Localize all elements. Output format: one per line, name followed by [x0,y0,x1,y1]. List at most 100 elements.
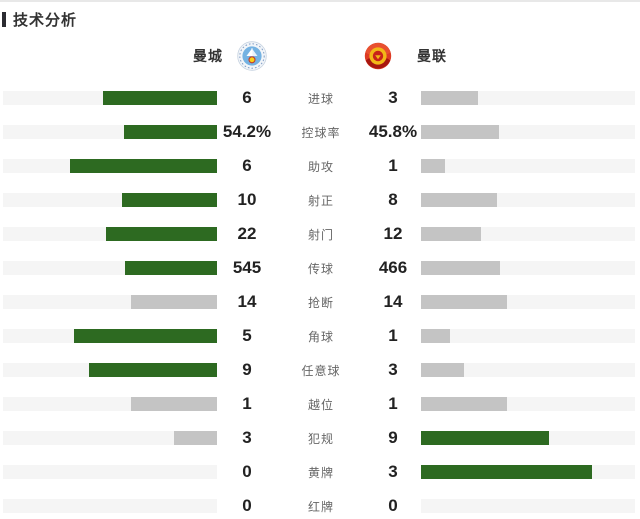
stat-label: 红牌 [307,499,334,514]
stat-row: 22 射门 12 [3,217,635,251]
home-bar-fill [124,125,217,139]
home-bar-track [3,227,217,241]
away-bar-track [421,397,635,411]
away-value: 9 [388,428,398,447]
away-bar-fill [421,193,498,207]
home-bar-fill [131,397,217,411]
stat-row: 5 角球 1 [3,319,635,353]
away-bar-fill [421,363,464,377]
stat-label: 角球 [307,329,334,344]
away-bar-track [421,261,635,275]
home-value: 22 [237,224,257,243]
home-bar-track [3,261,217,275]
stat-row: 6 进球 3 [3,81,635,115]
stat-row: 0 黄牌 3 [3,455,635,489]
home-bar-track [3,499,217,513]
home-bar-track [3,329,217,343]
home-value: 5 [242,326,252,345]
away-bar-fill [421,431,550,445]
away-bar-track [421,159,635,173]
stat-row: 545 传球 466 [3,251,635,285]
away-value: 1 [388,394,398,413]
home-bar-track [3,193,217,207]
home-bar-fill [70,159,217,173]
away-bar-track [421,193,635,207]
home-value: 1 [242,394,252,413]
section-title-marker [2,11,6,27]
stat-row: 3 犯规 9 [3,421,635,455]
away-bar-track [421,363,635,377]
home-bar-track [3,363,217,377]
away-bar-fill [421,261,500,275]
stat-label: 射门 [307,227,334,242]
home-bar-track [3,397,217,411]
stat-row: 1 越位 1 [3,387,635,421]
stats-list: 6 进球 3 54.2% 控球率 45.8% 6 助攻 1 10 射正 [0,81,640,519]
stat-label: 助攻 [307,159,334,174]
away-value: 1 [388,156,398,175]
away-bar-track [421,91,635,105]
section-title: 技术分析 [13,11,78,29]
stat-row: 6 助攻 1 [3,149,635,183]
away-value: 45.8% [368,122,418,141]
away-bar-fill [421,159,446,173]
away-bar-fill [421,91,479,105]
home-team-name: 曼城 [193,48,223,64]
home-value: 3 [242,428,252,447]
away-bar-track [421,431,635,445]
away-bar-track [421,227,635,241]
manchester-city-badge-icon [237,41,267,71]
away-value: 12 [383,224,403,243]
away-bar-fill [421,465,593,479]
home-bar-track [3,465,217,479]
away-bar-track [421,465,635,479]
home-bar-fill [102,91,217,105]
home-value: 545 [232,258,262,277]
home-value: 0 [242,462,252,481]
stat-row: 14 抢断 14 [3,285,635,319]
away-value: 8 [388,190,398,209]
stat-row: 10 射正 8 [3,183,635,217]
stat-label: 犯规 [307,431,334,446]
section-header: 技术分析 [0,2,640,30]
stat-label: 控球率 [301,125,341,140]
home-value: 6 [242,88,252,107]
home-bar-track [3,125,217,139]
away-bar-fill [421,295,507,309]
stat-label: 任意球 [301,363,341,378]
home-bar-fill [88,363,217,377]
stat-label: 越位 [307,397,334,412]
home-bar-fill [74,329,217,343]
away-value: 0 [388,496,398,515]
home-value: 10 [237,190,257,209]
away-value: 3 [388,88,398,107]
home-bar-track [3,91,217,105]
home-value: 0 [242,496,252,515]
away-bar-track [421,295,635,309]
away-bar-track [421,499,635,513]
away-value: 14 [383,292,403,311]
home-bar-fill [131,295,217,309]
away-bar-fill [421,227,482,241]
home-bar-track [3,295,217,309]
home-value: 14 [237,292,257,311]
home-value: 54.2% [222,122,272,141]
home-bar-track [3,159,217,173]
away-bar-fill [421,125,500,139]
teams-row: 曼城 曼联 [0,38,640,74]
away-value: 1 [388,326,398,345]
away-bar-fill [421,397,507,411]
away-bar-fill [421,329,450,343]
stat-label: 抢断 [307,295,334,310]
stat-row: 9 任意球 3 [3,353,635,387]
home-value: 6 [242,156,252,175]
manchester-united-badge-icon [363,41,393,71]
away-bar-track [421,125,635,139]
away-team-name: 曼联 [417,48,447,64]
home-bar-fill [174,431,217,445]
away-value: 3 [388,462,398,481]
stat-label: 传球 [307,261,334,276]
home-bar-fill [121,193,217,207]
away-bar-track [421,329,635,343]
